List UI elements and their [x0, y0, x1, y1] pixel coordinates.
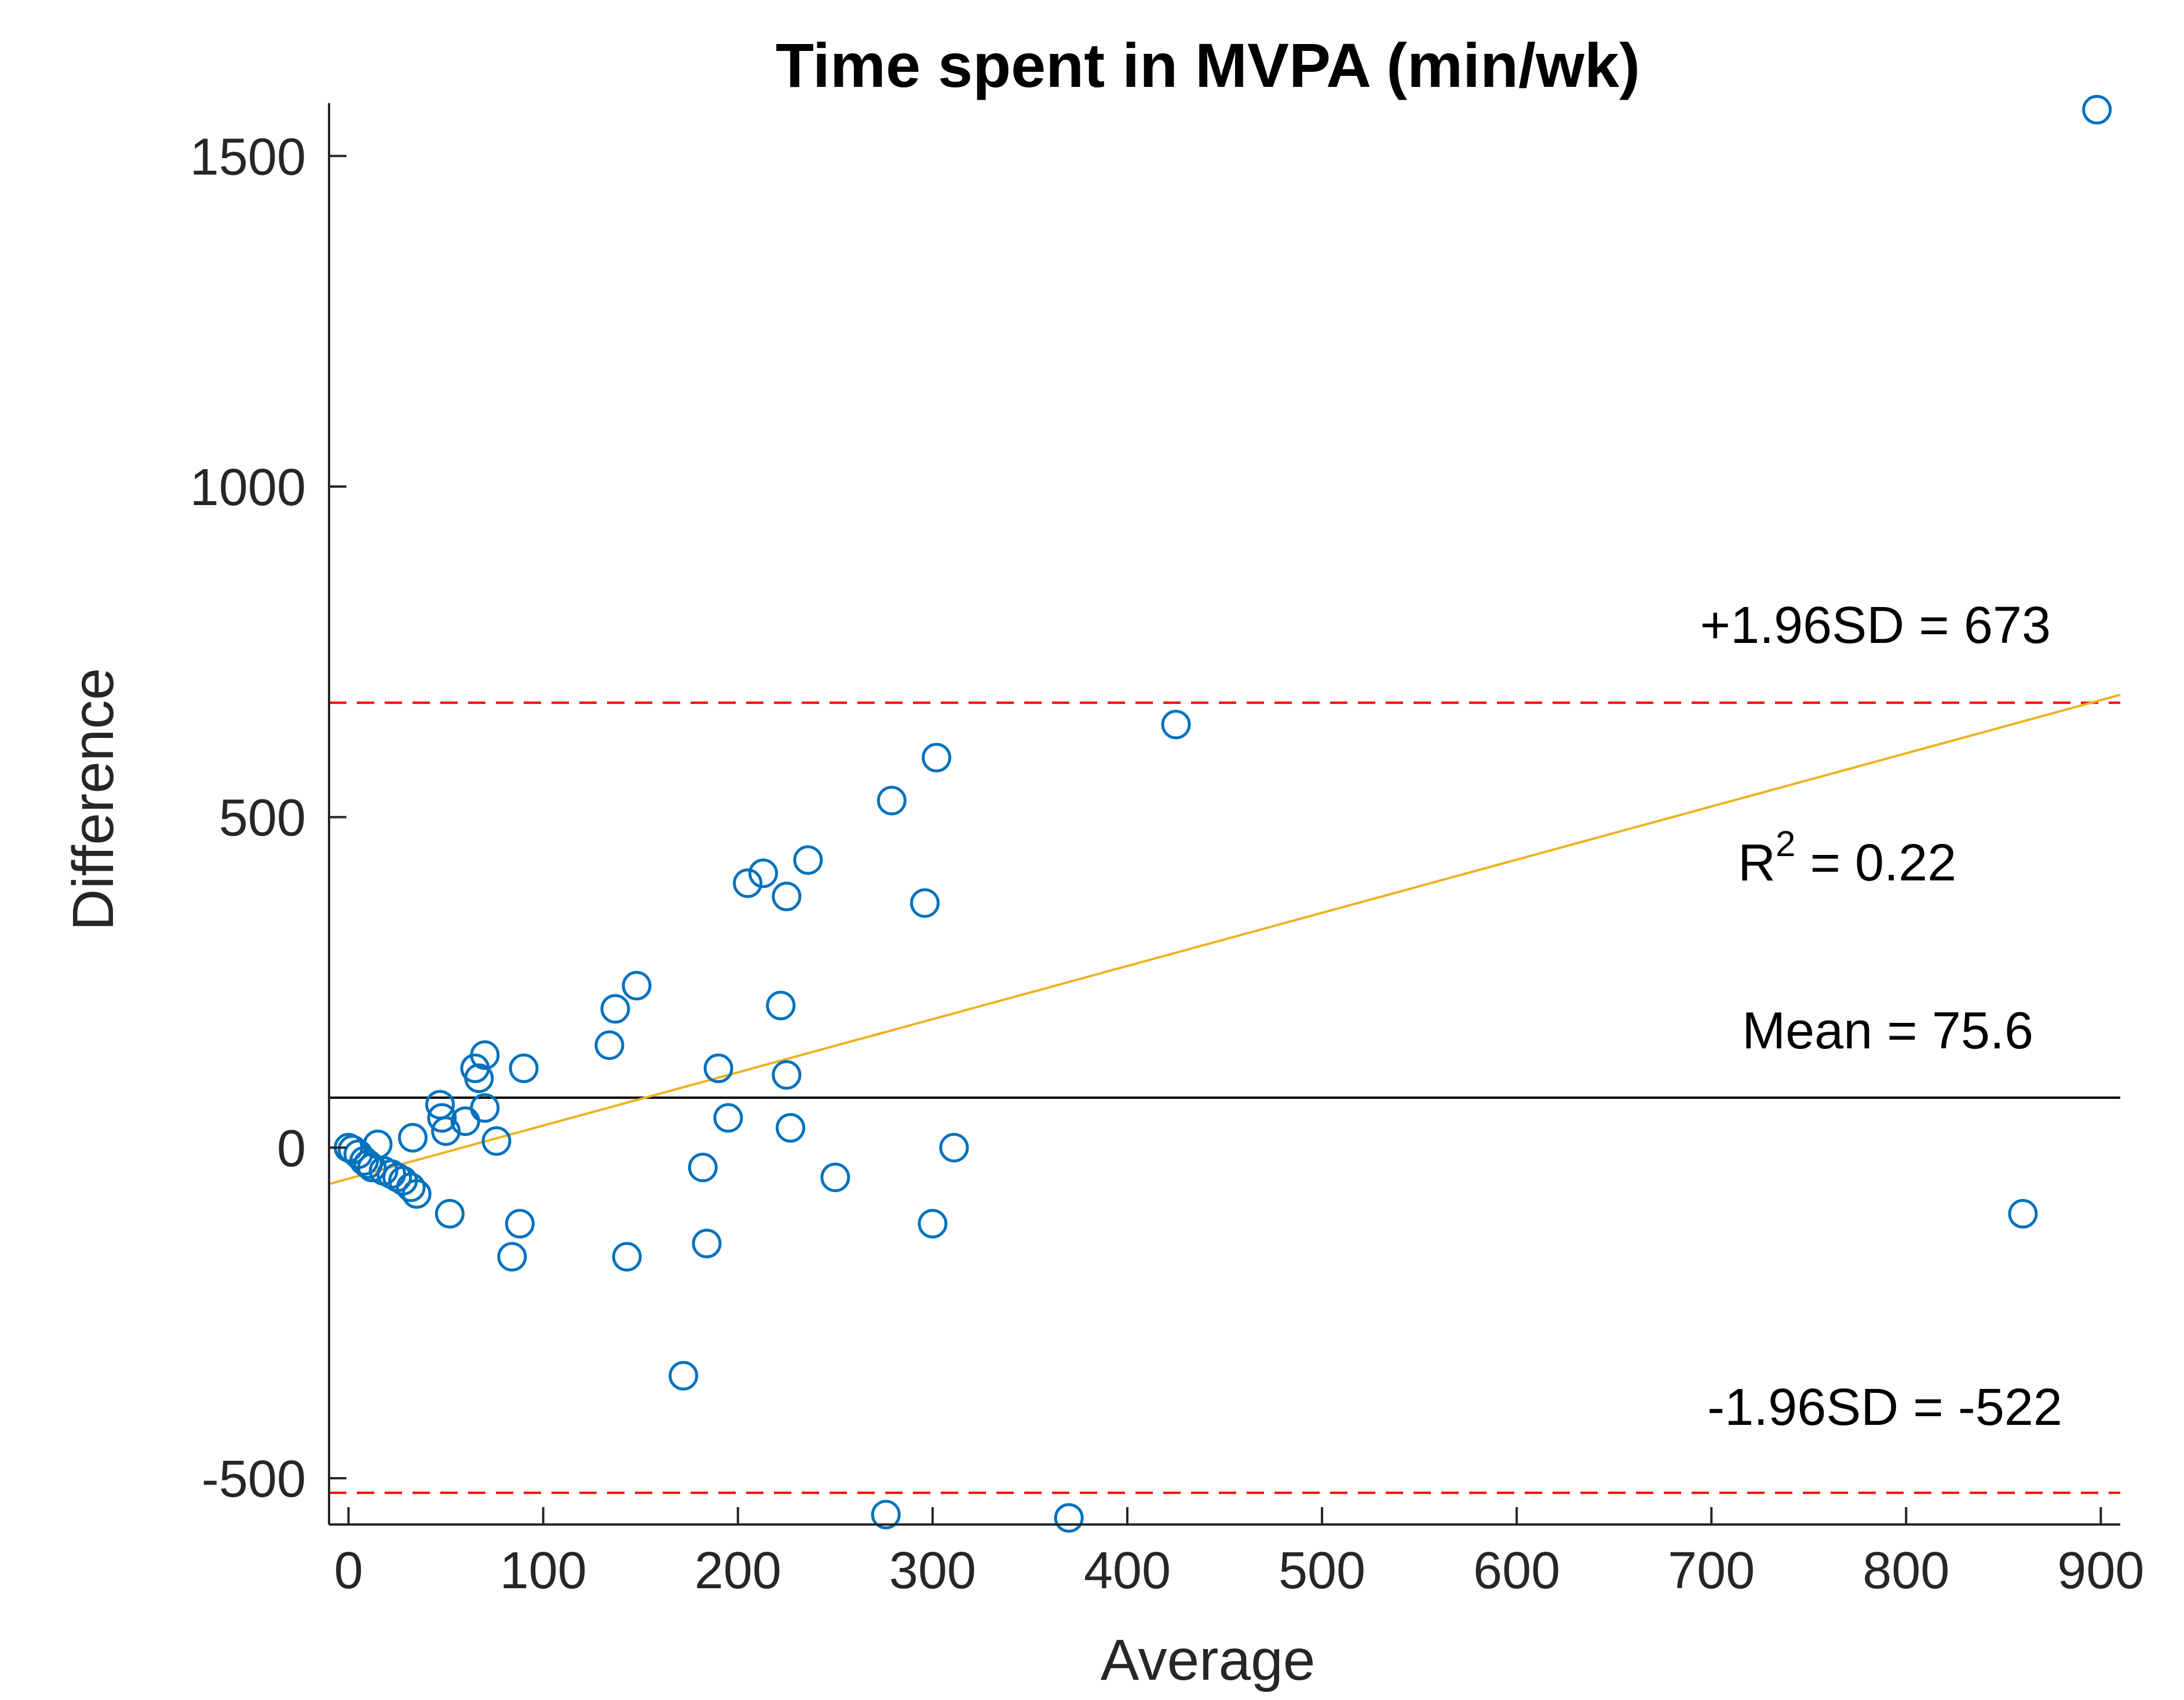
data-point	[713, 1103, 743, 1133]
data-point	[612, 1242, 642, 1272]
data-point	[733, 868, 763, 898]
r-squared-value: = 0.22	[1795, 834, 1956, 892]
data-point	[464, 1063, 494, 1094]
x-tick-label: 400	[1084, 1542, 1171, 1600]
data-point	[2082, 94, 2112, 125]
y-tick-label: 500	[219, 789, 306, 847]
regression-line	[328, 693, 2121, 1186]
data-point	[692, 1229, 722, 1259]
x-tick-label: 500	[1279, 1542, 1365, 1600]
x-axis-ticks: 0 100 200 300 400 500 600 700 800 900	[334, 1507, 2144, 1600]
data-point	[497, 1242, 527, 1272]
data-point	[398, 1123, 428, 1153]
data-point	[1161, 710, 1191, 740]
y-tick-label: -500	[202, 1450, 306, 1508]
data-point	[505, 1209, 535, 1239]
lower-limit-label: -1.96SD = -522	[1707, 1379, 2062, 1436]
data-point	[396, 1172, 426, 1202]
upper-limit-label: +1.96SD = 673	[1700, 597, 2051, 655]
data-point	[481, 1126, 512, 1156]
data-point	[509, 1053, 539, 1083]
y-axis-ticks: -500 0 500 1000 1500	[190, 128, 346, 1508]
plot-area	[328, 94, 2121, 1533]
data-point	[2008, 1199, 2038, 1229]
data-point	[434, 1199, 465, 1229]
x-tick-label: 600	[1473, 1542, 1560, 1600]
data-point	[772, 1060, 802, 1090]
data-point	[793, 845, 823, 875]
data-point	[401, 1179, 432, 1209]
data-point	[470, 1093, 500, 1123]
axes: 0 100 200 300 400 500 600 700 800 900 -500 0 500 100…	[190, 103, 2144, 1600]
data-point	[748, 858, 778, 889]
data-point	[766, 990, 796, 1021]
data-point	[622, 971, 652, 1001]
data-point	[772, 882, 802, 912]
x-axis-label: Average	[1101, 1628, 1316, 1692]
r-squared-superscript: 2	[1776, 824, 1795, 864]
x-tick-label: 900	[2057, 1542, 2144, 1600]
data-point	[669, 1361, 699, 1391]
y-tick-label: 0	[277, 1120, 306, 1178]
y-tick-label: 1000	[190, 459, 306, 517]
data-point	[871, 1500, 901, 1530]
data-point	[922, 743, 952, 773]
data-point	[470, 1040, 500, 1070]
data-point	[939, 1132, 969, 1162]
data-point	[688, 1153, 718, 1183]
x-tick-label: 800	[1862, 1542, 1949, 1600]
data-point	[776, 1113, 806, 1143]
y-axis-label: Difference	[61, 668, 126, 931]
data-point	[357, 1153, 387, 1183]
r-squared-label: R2 = 0.22	[1738, 824, 1956, 892]
r-squared-prefix: R	[1738, 834, 1776, 892]
data-point	[876, 785, 907, 816]
data-point	[820, 1162, 850, 1193]
data-point	[594, 1030, 624, 1060]
data-point	[910, 888, 940, 918]
data-point	[431, 1116, 461, 1146]
y-tick-label: 1500	[190, 128, 306, 186]
data-point	[1054, 1503, 1084, 1533]
x-tick-label: 0	[334, 1542, 363, 1600]
data-point	[918, 1209, 948, 1239]
x-tick-label: 200	[695, 1542, 781, 1600]
x-tick-label: 100	[500, 1542, 587, 1600]
chart-title: Time spent in MVPA (min/wk)	[776, 30, 1640, 100]
mean-label: Mean = 75.6	[1742, 1002, 2033, 1060]
data-point	[427, 1103, 457, 1133]
data-point	[703, 1053, 733, 1083]
data-point	[600, 994, 630, 1024]
x-tick-label: 300	[889, 1542, 976, 1600]
x-tick-label: 700	[1668, 1542, 1755, 1600]
